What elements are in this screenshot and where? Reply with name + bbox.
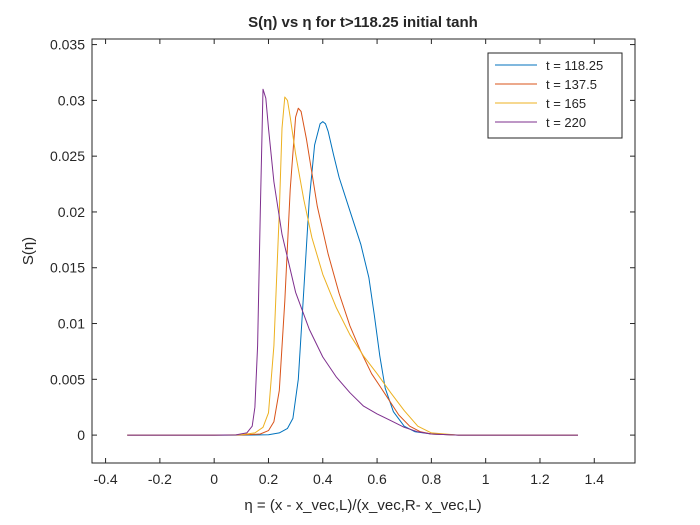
series-line-4 <box>127 88 578 436</box>
y-axis-label: S(η) <box>20 237 37 265</box>
legend-label-3: t = 165 <box>546 96 586 111</box>
axis-ticks <box>92 39 635 463</box>
chart-title: S(η) vs η for t>118.25 initial tanh <box>248 14 478 31</box>
x-tick-label: -0.2 <box>148 471 172 487</box>
y-tick-label: 0.02 <box>58 204 85 220</box>
y-tick-label: 0.01 <box>58 316 85 332</box>
x-axis-label: η = (x - x_vec,L)/(x_vec,R- x_vec,L) <box>244 497 481 514</box>
x-tick-label: 0.2 <box>259 471 279 487</box>
y-tick-label: 0.035 <box>50 37 85 53</box>
legend-box <box>487 52 623 139</box>
series-lines <box>127 88 578 436</box>
x-tick-label: 0.6 <box>367 471 387 487</box>
axes-box <box>91 38 636 464</box>
x-tick-label: -0.4 <box>94 471 118 487</box>
y-tick-labels: 0 0.005 0.01 0.015 0.02 0.025 0.03 0.035 <box>50 37 85 444</box>
y-tick-label: 0.025 <box>50 148 85 164</box>
x-tick-label: 1.2 <box>530 471 550 487</box>
x-tick-label: 1 <box>482 471 490 487</box>
y-tick-label: 0.005 <box>50 371 85 387</box>
series-line-3 <box>127 96 578 436</box>
x-tick-labels: -0.4 -0.2 0 0.2 0.4 0.6 0.8 1 1.2 1.4 <box>94 471 605 487</box>
legend: t = 118.25 t = 137.5 t = 165 t = 220 <box>487 52 623 139</box>
x-tick-label: 0.8 <box>422 471 442 487</box>
y-tick-label: 0.015 <box>50 260 85 276</box>
legend-label-2: t = 137.5 <box>546 77 597 92</box>
legend-label-4: t = 220 <box>546 115 586 130</box>
x-tick-label: 0.4 <box>313 471 333 487</box>
x-tick-label: 0 <box>210 471 218 487</box>
series-line-1 <box>127 121 578 436</box>
y-tick-label: 0.03 <box>58 92 85 108</box>
x-tick-label: 1.4 <box>585 471 605 487</box>
legend-label-1: t = 118.25 <box>546 58 603 73</box>
y-tick-label: 0 <box>77 427 85 443</box>
